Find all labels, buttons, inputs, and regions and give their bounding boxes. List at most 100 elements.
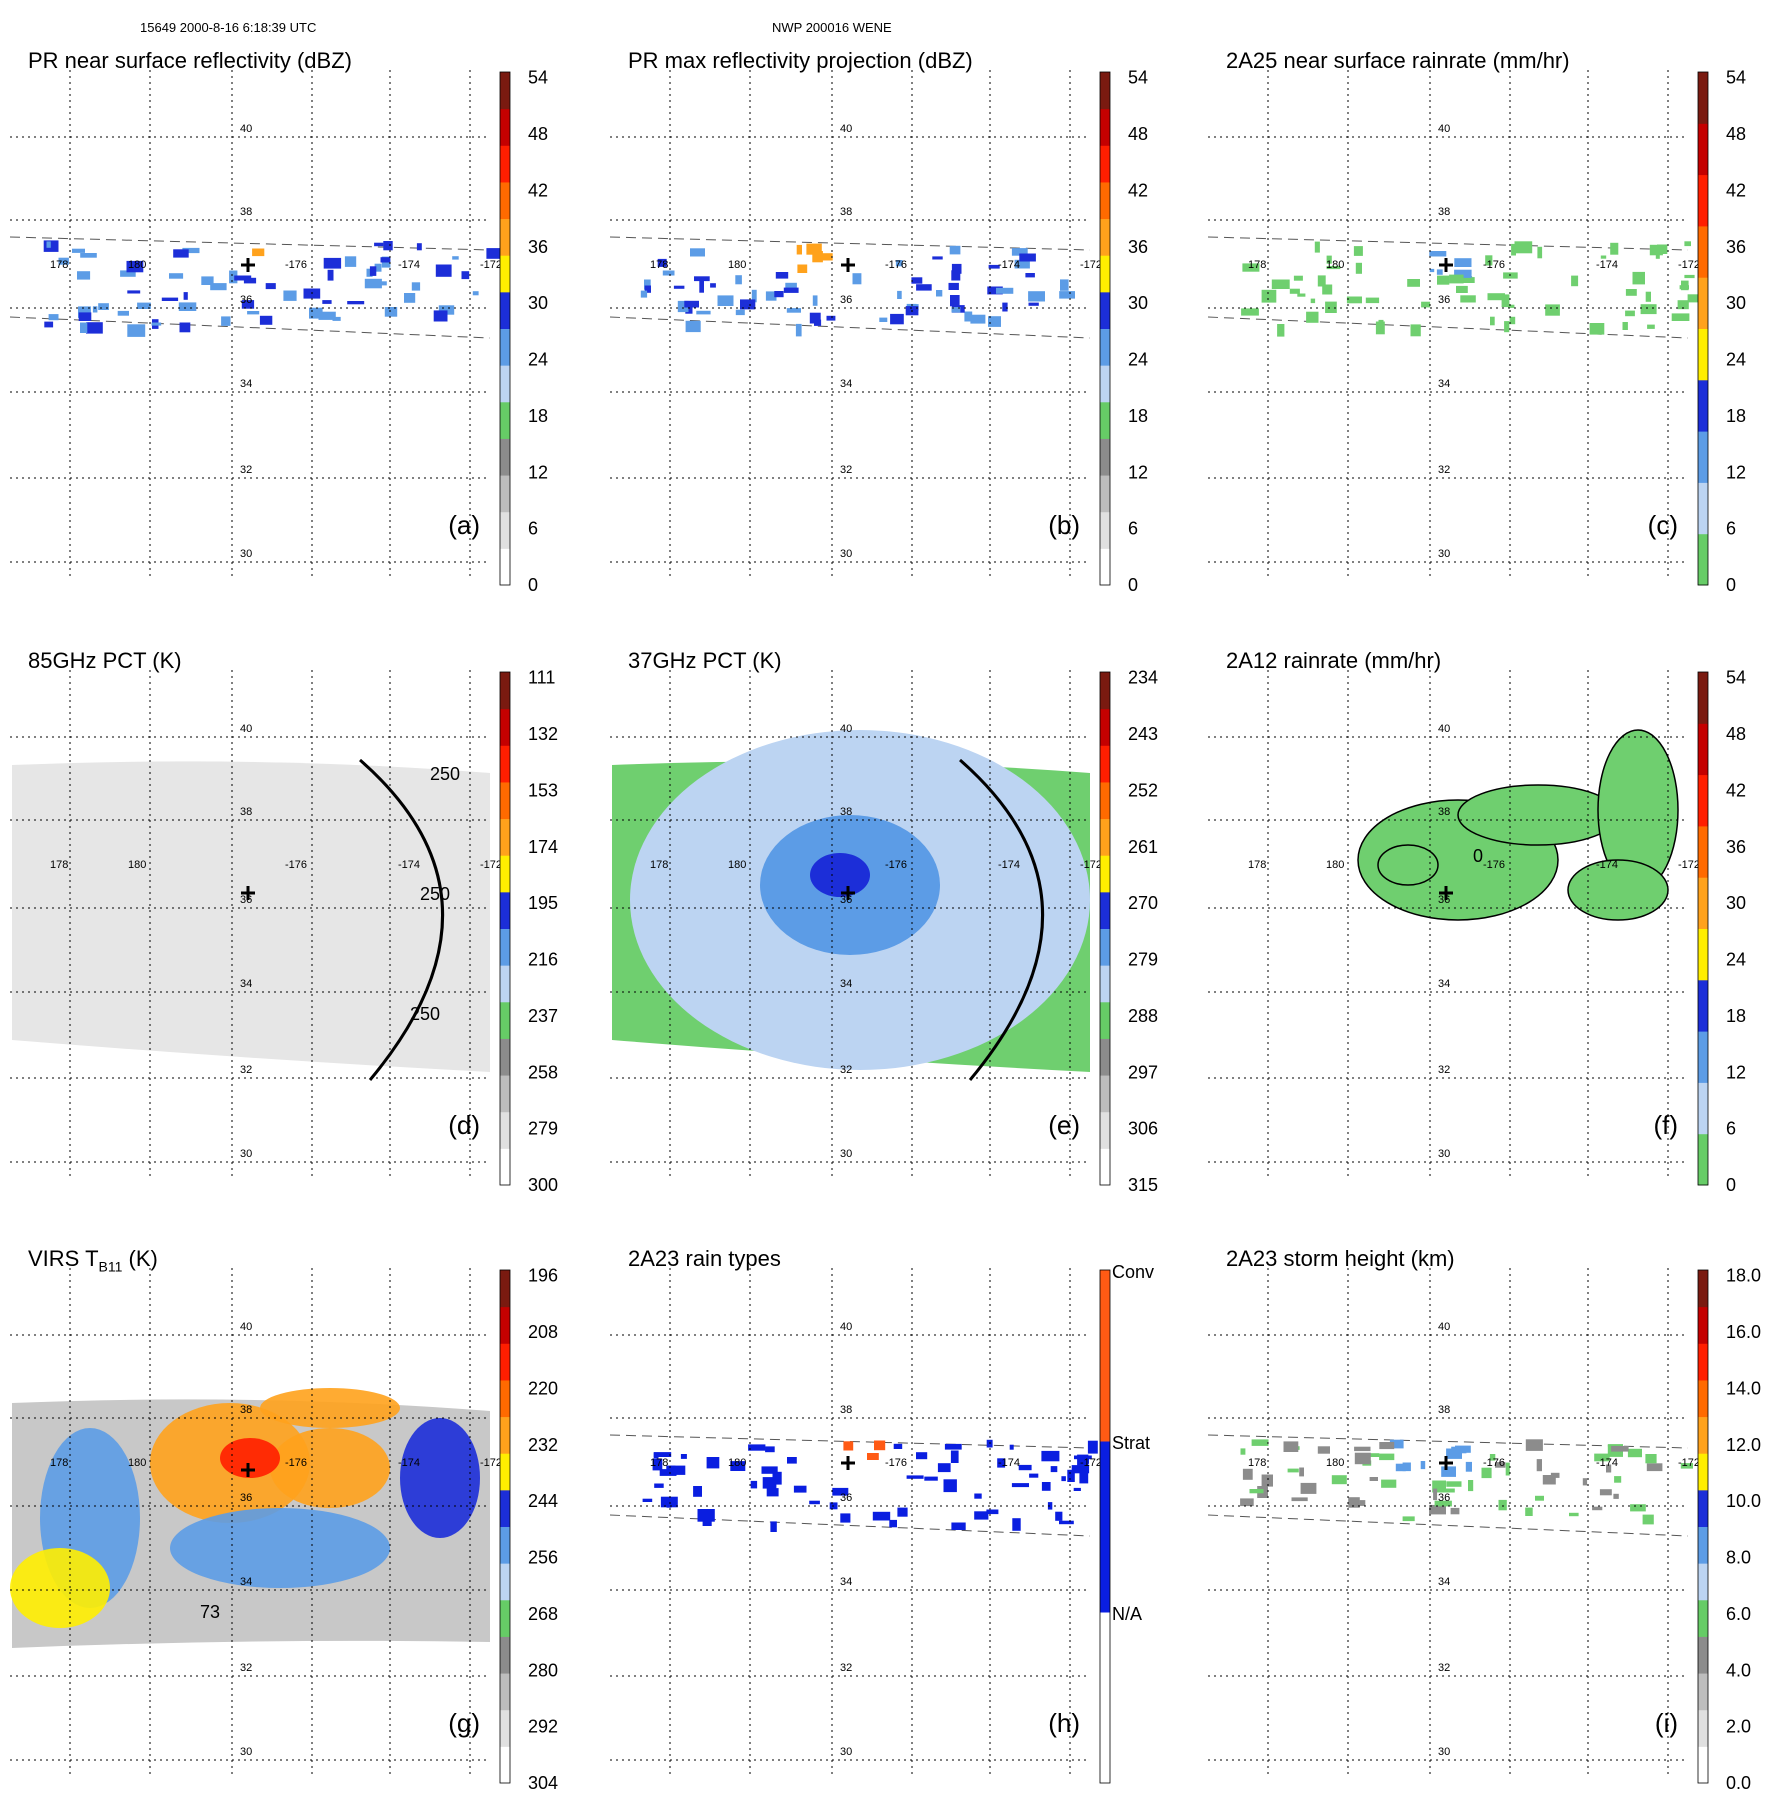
rain-pixel: [706, 1457, 720, 1469]
lat-label: 40: [240, 1321, 252, 1333]
colorbar-tick-label: 234: [1128, 668, 1158, 688]
colorbar-segment: [1100, 218, 1110, 256]
rain-pixel: [924, 1476, 938, 1481]
panel-title: 2A12 rainrate (mm/hr): [1226, 648, 1442, 673]
rain-pixel: [997, 1458, 1006, 1468]
lat-label: 36: [1438, 894, 1450, 906]
rain-pixel: [80, 322, 88, 333]
rain-pixel: [666, 1501, 672, 1508]
rain-pixel: [696, 310, 711, 315]
rain-pixel: [717, 295, 734, 306]
pr-swath-edge: [1207, 1514, 1689, 1537]
rain-pixel: [1306, 311, 1319, 323]
colorbar-frame: [1697, 71, 1709, 586]
colorbar-tick-label: 48: [1128, 124, 1148, 144]
rain-pixel: [1571, 275, 1579, 287]
rain-pixel: [1640, 304, 1657, 315]
rain-pixel: [1421, 301, 1431, 308]
rain-pixel: [151, 322, 162, 326]
colorbar-tick-label: 12: [1726, 462, 1746, 482]
panel-f: 40 38 36 34 32 30 178 180 -176 -174 -172 0 0 6 12 18 24 3…: [1198, 640, 1758, 1200]
rain-pixel: [86, 322, 103, 334]
colorbar-tick-label: 4.0: [1726, 1660, 1751, 1680]
pr-swath-edge: [1207, 236, 1689, 251]
rain-pixel: [1582, 1478, 1588, 1486]
colorbar-tick-label: 243: [1128, 724, 1158, 744]
rain-pixel: [761, 1466, 778, 1474]
panel-title: 2A23 storm height (km): [1226, 1246, 1455, 1271]
lon-label: -176: [1483, 859, 1505, 871]
lon-label: -172: [1678, 259, 1700, 271]
rain-pixel: [1289, 288, 1300, 294]
rain-pixel: [1060, 279, 1069, 291]
rain-pixel: [92, 306, 98, 313]
colorbar-segment: [1698, 672, 1708, 724]
lon-label: -174: [998, 259, 1020, 271]
rain-pixel: [1410, 324, 1421, 337]
rain-pixel: [1508, 304, 1515, 308]
swath-edge-contour: [959, 758, 1045, 1081]
lat-label: 32: [840, 1064, 852, 1076]
panel-e: 40 38 36 34 32 30 178 180 -176 -174 -172 315 306 297 2…: [600, 640, 1160, 1200]
rain-pixel: [229, 270, 238, 284]
panel-letter: (g): [448, 1708, 480, 1738]
colorbar-segment: [500, 145, 510, 183]
lon-label: -172: [480, 259, 502, 271]
rain-pixel: [936, 290, 943, 297]
colorbar-segment: [1100, 328, 1110, 366]
panel-title: 37GHz PCT (K): [628, 648, 782, 673]
colorbar-tick-label: 54: [1726, 668, 1746, 688]
rain-pixel: [772, 1471, 782, 1485]
colorbar-segment: [1100, 1038, 1110, 1076]
rain-pixel: [1059, 291, 1075, 299]
colorbar-segment: [500, 475, 510, 513]
colorbar-tick-label: 36: [528, 237, 548, 257]
rain-pixel: [814, 319, 822, 326]
rain-pixel: [1028, 302, 1039, 306]
rain-pixel: [1402, 1516, 1415, 1522]
colorbar-tick-label: 208: [528, 1322, 558, 1342]
rain-pixel: [1630, 1504, 1646, 1512]
rain-pixel: [182, 247, 200, 254]
rain-pixel: [765, 291, 777, 301]
colorbar-frame: [499, 71, 511, 586]
rain-pixel: [1283, 1441, 1299, 1452]
rain-pixel: [787, 1457, 797, 1464]
rain-pixel: [1456, 285, 1468, 293]
colorbar-tick-label: 30: [1726, 893, 1746, 913]
colorbar-tick-label: 258: [528, 1062, 558, 1082]
panel-letter: (c): [1647, 510, 1678, 540]
colorbar-tick-label: 6: [1726, 519, 1736, 539]
colorbar-segment: [500, 1270, 510, 1308]
colorbar-segment: [1698, 774, 1708, 827]
plus-icon: [1439, 886, 1453, 900]
rain-pixel: [44, 321, 54, 328]
rain-pixel: [1242, 1468, 1253, 1480]
colorbar-segment: [500, 745, 510, 783]
rain-pixel: [897, 1507, 908, 1517]
colorbar-segment: [1698, 72, 1708, 124]
rain-pixel: [1627, 1448, 1642, 1458]
rain-pixel: [916, 1452, 928, 1460]
colorbar-segment: [500, 891, 510, 929]
rain-pixel: [169, 273, 184, 279]
rain-pixel: [472, 291, 479, 296]
colorbar-tick-label: 16.0: [1726, 1322, 1761, 1342]
rain-pixel: [1505, 1462, 1510, 1476]
colorbar-segment: [1698, 1133, 1708, 1186]
rain-pixel: [1614, 1476, 1622, 1483]
rain-pixel: [1446, 1448, 1462, 1459]
colorbar-tick-label: 268: [528, 1604, 558, 1624]
pr-swath-edge: [609, 1514, 1091, 1537]
lon-label: 180: [128, 259, 146, 271]
colorbar-tick-label: 256: [528, 1548, 558, 1568]
rain-pixel: [243, 277, 257, 284]
rain-pixel: [1028, 291, 1045, 302]
lat-label: 30: [840, 1746, 852, 1758]
rain-pixel: [1433, 1488, 1438, 1501]
rain-pixel: [1646, 1463, 1663, 1472]
colorbar-tick-label: 10.0: [1726, 1491, 1761, 1511]
lat-label: 40: [840, 723, 852, 735]
rain-pixel: [840, 1513, 851, 1523]
colorbar-tick-label: 54: [1128, 68, 1148, 88]
